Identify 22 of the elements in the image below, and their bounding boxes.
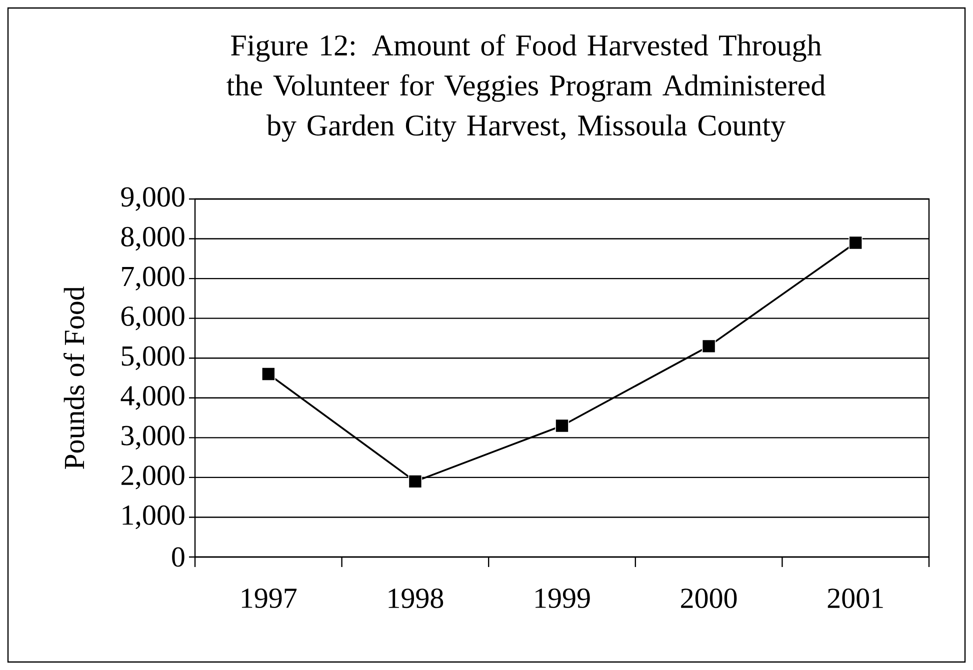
y-tick-label: 0 (172, 547, 184, 567)
y-tick-label: 2,000 (121, 466, 184, 490)
point (848, 236, 863, 250)
y-tick-label: 1,000 (122, 505, 184, 530)
x-tick-label: 1998 (388, 588, 444, 608)
point (555, 418, 569, 433)
y-tick-label: 7,000 (122, 266, 184, 290)
y-tick-label: 9,000 (121, 187, 184, 211)
y-tick-label: 5,000 (122, 346, 184, 370)
y-tick-label: 3,000 (122, 426, 184, 450)
x-tick-label: 1997 (242, 588, 297, 608)
y-tick-label: 6,000 (121, 306, 184, 330)
x-tick-label: 2001 (828, 588, 883, 608)
y-tick-label: 8,000 (121, 226, 184, 251)
point (262, 367, 276, 381)
point (408, 474, 422, 488)
y-tick-label: 4,000 (120, 386, 184, 410)
chart-title: Figure 12: Amount of Food Harvested Through the Volunteer for Veggies Program Administered by Garden City Harvest, Missoula County (226, 34, 826, 142)
point (702, 339, 716, 354)
y-axis-title: Pounds of Food (64, 286, 84, 470)
x-tick-label: 2000 (681, 588, 737, 608)
x-tick-label: 1999 (536, 588, 590, 608)
